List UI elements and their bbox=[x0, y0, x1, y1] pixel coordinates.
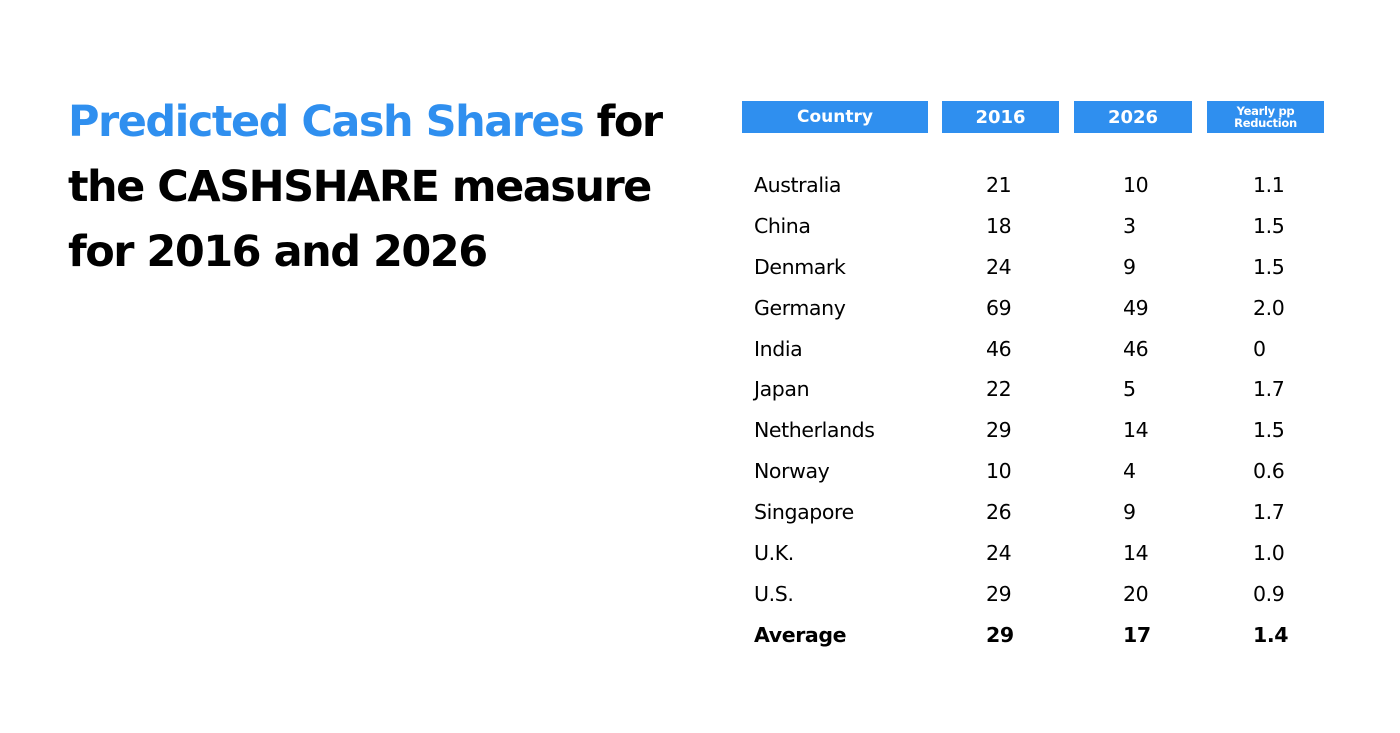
cell-2016: 21 bbox=[986, 173, 1012, 197]
header-reduction-line1: Yearly pp bbox=[1236, 104, 1295, 118]
cell-country: Germany bbox=[754, 295, 846, 320]
table-row: Germany 69 49 2.0 bbox=[742, 286, 1324, 327]
table-row: Japan 22 5 1.7 bbox=[742, 367, 1324, 408]
average-2026: 17 bbox=[1123, 622, 1151, 647]
cell-reduction: 1.5 bbox=[1253, 254, 1285, 279]
cell-reduction: 0 bbox=[1253, 336, 1266, 361]
cell-country: Netherlands bbox=[754, 418, 875, 443]
cell-country: Norway bbox=[754, 459, 830, 484]
cell-country: Japan bbox=[754, 377, 810, 402]
table-row: Singapore 26 9 1.7 bbox=[742, 490, 1324, 531]
cell-2016: 18 bbox=[986, 213, 1012, 238]
table-row: Norway 10 4 0.6 bbox=[742, 449, 1324, 490]
title-rest: for the CASHSHARE measure for 2016 and 2… bbox=[68, 97, 663, 277]
cell-2016: 46 bbox=[986, 336, 1012, 361]
title-accent: Predicted Cash Shares bbox=[68, 97, 585, 147]
cell-reduction: 1.7 bbox=[1253, 377, 1285, 402]
header-2016: 2016 bbox=[942, 101, 1059, 133]
cell-reduction: 1.5 bbox=[1253, 213, 1285, 238]
cell-reduction: 1.0 bbox=[1253, 541, 1285, 566]
cell-country: U.S. bbox=[754, 581, 794, 606]
cell-2016: 29 bbox=[986, 581, 1012, 606]
header-reduction: Yearly pp Reduction bbox=[1207, 101, 1324, 133]
cell-reduction: 0.6 bbox=[1253, 459, 1285, 484]
table-row: Netherlands 29 14 1.5 bbox=[742, 408, 1324, 449]
cell-2016: 24 bbox=[986, 254, 1012, 279]
header-country-label: Country bbox=[797, 107, 873, 127]
header-2016-label: 2016 bbox=[975, 106, 1026, 128]
table-row: India 46 46 0 bbox=[742, 327, 1324, 368]
cell-2026: 46 bbox=[1123, 336, 1149, 361]
cell-2026: 10 bbox=[1123, 173, 1149, 197]
cell-2026: 9 bbox=[1123, 500, 1136, 525]
cell-2026: 9 bbox=[1123, 254, 1136, 279]
header-2026: 2026 bbox=[1074, 101, 1192, 133]
cell-2016: 69 bbox=[986, 295, 1012, 320]
cell-reduction: 0.9 bbox=[1253, 581, 1285, 606]
table-row: U.S. 29 20 0.9 bbox=[742, 572, 1324, 613]
cell-reduction: 1.5 bbox=[1253, 418, 1285, 443]
header-reduction-line2: Reduction bbox=[1234, 116, 1297, 130]
average-2016: 29 bbox=[986, 622, 1014, 647]
cell-country: India bbox=[754, 336, 803, 361]
cell-country: China bbox=[754, 213, 811, 238]
table-row: Denmark 24 9 1.5 bbox=[742, 245, 1324, 286]
average-row: Average 29 17 1.4 bbox=[742, 613, 1324, 654]
cell-2026: 3 bbox=[1123, 213, 1136, 238]
cell-reduction: 1.7 bbox=[1253, 500, 1285, 525]
cell-reduction: 1.1 bbox=[1253, 173, 1285, 197]
cell-2026: 14 bbox=[1123, 541, 1149, 566]
table-row: Australia 21 10 1.1 bbox=[742, 163, 1324, 204]
cell-2026: 4 bbox=[1123, 459, 1136, 484]
cell-country: U.K. bbox=[754, 541, 794, 566]
cell-country: Australia bbox=[754, 173, 842, 197]
cell-2016: 22 bbox=[986, 377, 1012, 402]
cell-reduction: 2.0 bbox=[1253, 295, 1285, 320]
average-label: Average bbox=[754, 622, 847, 647]
cell-2016: 10 bbox=[986, 459, 1012, 484]
cell-country: Singapore bbox=[754, 500, 854, 525]
cell-2016: 26 bbox=[986, 500, 1012, 525]
average-reduction: 1.4 bbox=[1253, 622, 1289, 647]
page-title: Predicted Cash Shares for the CASHSHARE … bbox=[68, 90, 668, 285]
header-2026-label: 2026 bbox=[1107, 106, 1159, 128]
table-row: U.K. 24 14 1.0 bbox=[742, 531, 1324, 572]
cell-2026: 14 bbox=[1123, 418, 1149, 443]
cell-2016: 29 bbox=[986, 418, 1012, 443]
cell-2026: 5 bbox=[1123, 377, 1136, 402]
table-row: China 18 3 1.5 bbox=[742, 204, 1324, 245]
header-country: Country bbox=[742, 101, 928, 133]
cell-2026: 20 bbox=[1123, 581, 1149, 606]
cell-2016: 24 bbox=[986, 541, 1012, 566]
cell-country: Denmark bbox=[754, 254, 846, 279]
table-body: Australia 21 10 1.1 China 18 3 1.5 Denma… bbox=[742, 163, 1324, 654]
cell-2026: 49 bbox=[1123, 295, 1149, 320]
